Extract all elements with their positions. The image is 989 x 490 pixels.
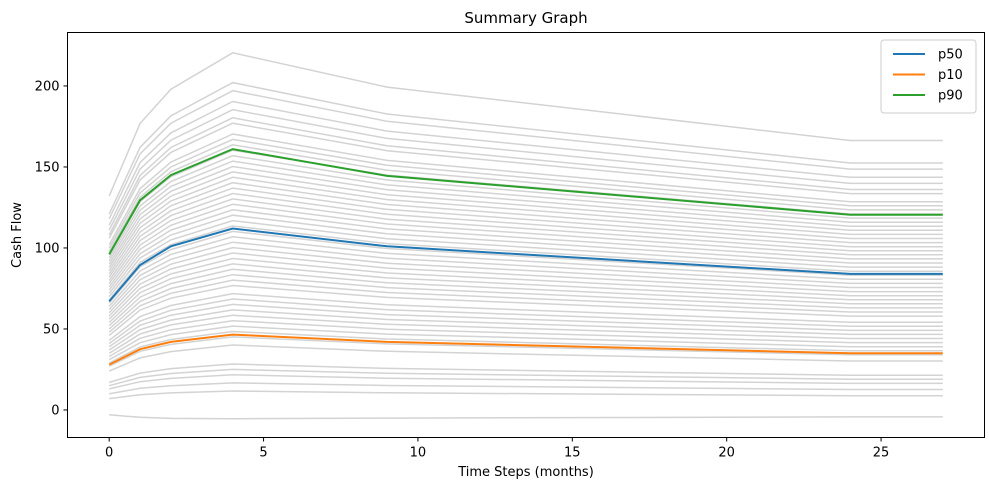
legend-label-p90: p90 (938, 89, 963, 104)
series-lines (108, 148, 943, 366)
background-line-22 (108, 252, 943, 317)
background-line-32 (108, 198, 943, 285)
series-line-p10 (108, 333, 943, 366)
background-line-23 (108, 246, 943, 314)
background-line-11 (108, 314, 943, 354)
background-line-30 (108, 209, 943, 291)
background-line-31 (108, 203, 943, 288)
series-line-p50 (108, 227, 943, 303)
background-lines (108, 52, 943, 420)
background-line-7 (108, 336, 943, 367)
background-line-12 (108, 309, 943, 351)
legend: p50 p10 p90 (880, 39, 977, 114)
y-axis: 0 50 100 150 200 (35, 79, 68, 418)
background-line-34 (108, 187, 943, 278)
background-line-38 (108, 165, 943, 265)
x-tick-label: 0 (105, 446, 113, 461)
x-tick-label: 20 (718, 446, 735, 461)
background-line-35 (108, 181, 943, 275)
background-line-20 (108, 263, 943, 324)
background-line-29 (108, 214, 943, 294)
background-line-33 (108, 192, 943, 281)
background-line-51 (108, 52, 943, 197)
background-line-6 (108, 344, 943, 372)
background-line-0 (109, 414, 943, 420)
x-tick-label: 25 (873, 446, 890, 461)
background-line-5 (108, 363, 943, 384)
background-line-13 (108, 303, 943, 348)
background-line-17 (108, 279, 943, 333)
background-line-14 (108, 298, 943, 345)
background-line-27 (108, 225, 943, 301)
y-tick-label: 200 (35, 79, 60, 94)
background-line-1 (109, 390, 943, 400)
series-line-p90 (108, 148, 943, 255)
background-line-36 (108, 176, 943, 272)
y-tick-label: 150 (35, 160, 60, 175)
background-line-2 (109, 382, 943, 395)
background-line-8 (108, 330, 943, 364)
background-line-39 (108, 160, 943, 262)
background-line-9 (108, 325, 943, 361)
plot-frame (67, 32, 985, 438)
y-axis-label: Cash Flow (10, 202, 25, 268)
y-tick-label: 0 (51, 403, 59, 418)
y-tick-label: 50 (43, 322, 60, 337)
background-line-37 (108, 171, 943, 268)
background-line-46 (108, 117, 943, 236)
x-tick-label: 10 (410, 446, 427, 461)
chart-title: Summary Graph (464, 9, 587, 27)
x-axis-label: Time Steps (months) (457, 465, 594, 480)
background-line-3 (109, 374, 943, 390)
background-line-47 (108, 108, 943, 231)
background-line-19 (108, 268, 943, 327)
background-line-48 (108, 100, 943, 226)
background-line-16 (108, 284, 943, 336)
background-line-21 (108, 257, 943, 320)
background-line-43 (108, 138, 943, 249)
background-line-26 (108, 230, 943, 304)
legend-label-p50: p50 (938, 48, 963, 63)
x-axis: 0 5 10 15 20 25 (105, 437, 890, 461)
background-line-42 (108, 144, 943, 252)
y-tick-label: 100 (35, 241, 60, 256)
x-tick-label: 5 (259, 446, 267, 461)
background-line-45 (108, 122, 943, 239)
background-line-24 (108, 241, 943, 311)
background-line-15 (108, 292, 943, 341)
background-line-4 (109, 368, 943, 387)
background-line-49 (108, 89, 943, 220)
background-line-50 (108, 81, 943, 215)
x-tick-label: 15 (564, 446, 581, 461)
background-line-28 (108, 219, 943, 298)
background-line-10 (108, 319, 943, 358)
background-line-25 (108, 236, 943, 307)
background-line-44 (108, 133, 943, 246)
background-line-40 (108, 154, 943, 259)
background-line-18 (108, 273, 943, 330)
legend-label-p10: p10 (938, 68, 963, 83)
